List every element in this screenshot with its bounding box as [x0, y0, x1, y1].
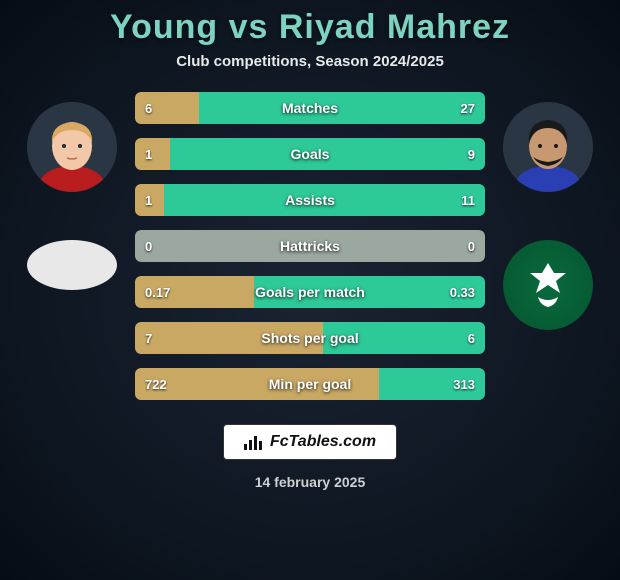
stat-label: Goals per match — [255, 284, 365, 300]
stat-row: 0 0 Hattricks — [135, 230, 485, 262]
page-title: Young vs Riyad Mahrez — [110, 8, 510, 47]
comparison-infographic: Young vs Riyad Mahrez Club competitions,… — [0, 0, 620, 580]
chart-bars-icon — [244, 434, 264, 450]
club-emblem-icon — [518, 255, 578, 315]
player-left-avatar — [27, 102, 117, 192]
stat-value-left: 7 — [145, 331, 152, 346]
source-logo-text: FcTables.com — [270, 433, 376, 451]
stat-bar-left — [135, 138, 170, 170]
stat-bar-right — [199, 92, 485, 124]
stat-value-left: 1 — [145, 193, 152, 208]
stat-row: 1 9 Goals — [135, 138, 485, 170]
stat-row: 111Assists — [135, 184, 485, 216]
stat-value-right: 11 — [461, 193, 475, 208]
stat-value-left: 1 — [145, 147, 152, 162]
stat-value-right: 0.33 — [450, 285, 475, 300]
stat-label: Matches — [282, 100, 338, 116]
player-left-avatar-svg — [27, 102, 117, 192]
stat-row: 0.17 0.33 Goals per match — [135, 276, 485, 308]
stat-value-right: 9 — [468, 147, 475, 162]
player-right-club-badge — [503, 240, 593, 330]
stat-label: Goals — [291, 146, 330, 162]
stat-value-left: 0.17 — [145, 285, 170, 300]
player-left-club-badge — [27, 240, 117, 290]
stat-label: Hattricks — [280, 238, 340, 254]
right-column — [503, 92, 593, 330]
stat-value-right: 313 — [453, 377, 475, 392]
stat-value-right: 27 — [461, 101, 475, 116]
player-right-avatar-svg — [503, 102, 593, 192]
stat-label: Shots per goal — [261, 330, 358, 346]
stats-column: 627Matches19Goals111Assists00Hattricks0.… — [135, 92, 485, 400]
stat-label: Min per goal — [269, 376, 351, 392]
subtitle: Club competitions, Season 2024/2025 — [176, 53, 444, 70]
stat-value-right: 6 — [468, 331, 475, 346]
stat-value-right: 0 — [468, 239, 475, 254]
date-text: 14 february 2025 — [255, 474, 366, 490]
stat-label: Assists — [285, 192, 335, 208]
footer: FcTables.com 14 february 2025 — [223, 424, 397, 490]
stat-row: 6 27 Matches — [135, 92, 485, 124]
stat-row: 7 6 Shots per goal — [135, 322, 485, 354]
stat-value-left: 6 — [145, 101, 152, 116]
stat-row: 722 313 Min per goal — [135, 368, 485, 400]
source-logo: FcTables.com — [223, 424, 397, 460]
main-area: 627Matches19Goals111Assists00Hattricks0.… — [0, 92, 620, 400]
player-right-avatar — [503, 102, 593, 192]
left-column — [27, 92, 117, 290]
stat-value-left: 722 — [145, 377, 167, 392]
stat-value-left: 0 — [145, 239, 152, 254]
